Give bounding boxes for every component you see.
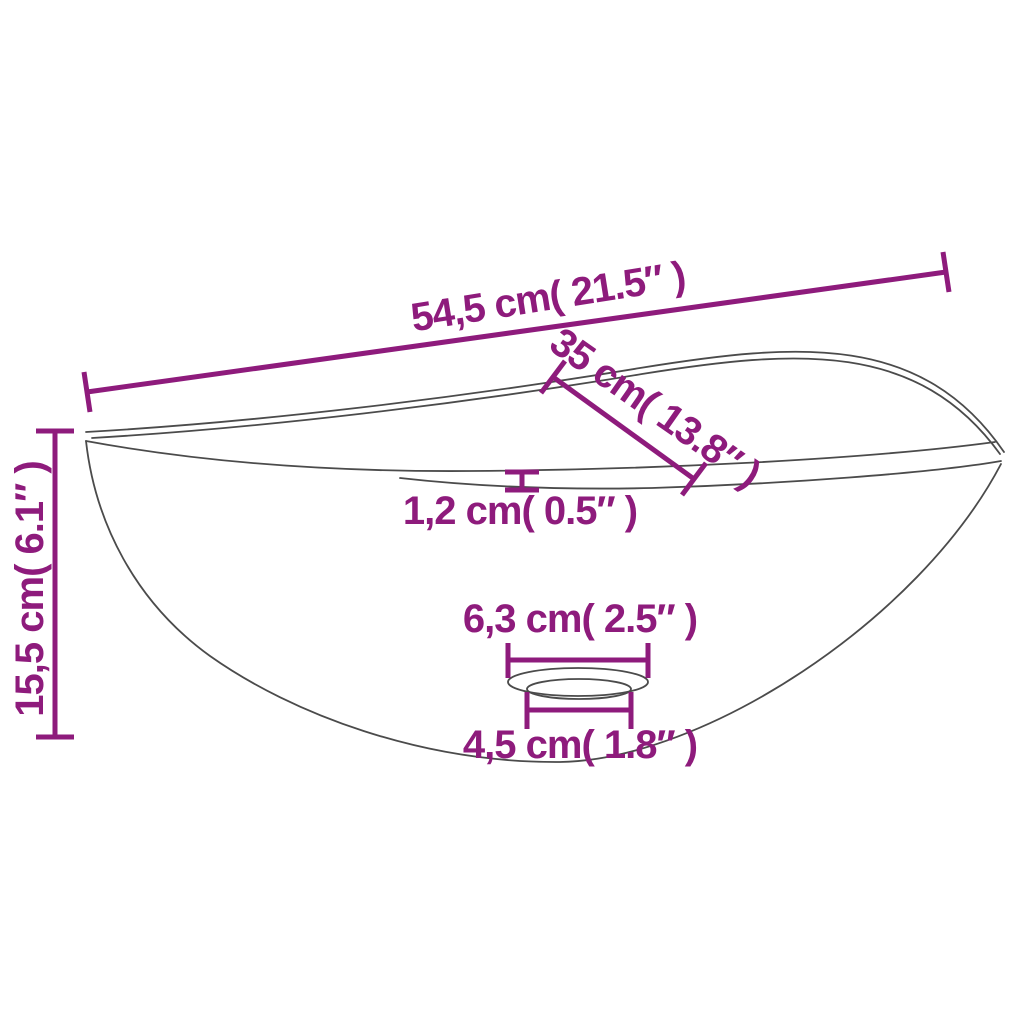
dimension-marker-thickness xyxy=(505,469,539,493)
drain-hole-ellipse xyxy=(526,678,632,700)
basin-rim-back-outer xyxy=(85,350,1005,453)
basin-rim-back-inner xyxy=(91,357,1001,455)
basin-bowl-outline xyxy=(85,440,1002,763)
dimension-label-thickness: 1,2 cm( 0.5″ ) xyxy=(402,489,638,533)
dimension-line-length xyxy=(81,251,952,413)
dimension-line-width xyxy=(539,359,708,497)
dimension-line-drain-flange xyxy=(505,643,651,678)
drain-flange-ellipse xyxy=(507,667,649,697)
dimension-label-drain-flange: 6,3 cm( 2.5″ ) xyxy=(462,597,698,641)
dimension-lines xyxy=(36,251,952,740)
dimension-line-drain-hole xyxy=(524,692,634,729)
dimension-label-drain-hole: 4,5 cm( 1.8″ ) xyxy=(462,723,698,767)
basin-outline xyxy=(85,350,1005,763)
dimension-label-height: 15,5 cm( 6.1″ ) xyxy=(8,461,52,717)
basin-rim-front-top xyxy=(85,440,996,472)
basin-rim-front-bottom xyxy=(399,460,1002,490)
dimension-line-height xyxy=(36,428,74,740)
